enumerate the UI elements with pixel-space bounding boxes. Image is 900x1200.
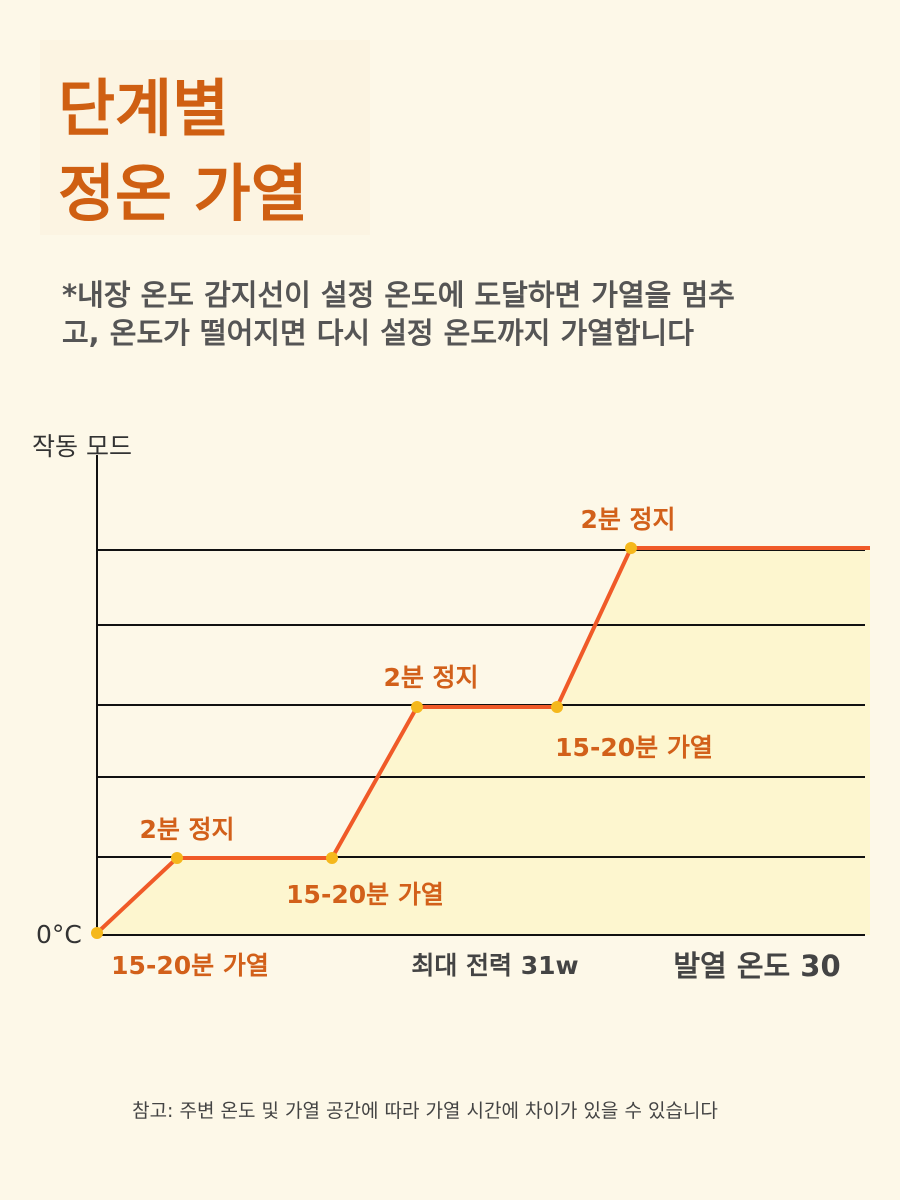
annotation: 15-20분 가열 [555, 733, 713, 762]
point [171, 852, 183, 864]
title-panel [40, 40, 370, 235]
annotation: 15-20분 가열 [111, 951, 269, 980]
area-fill [97, 548, 870, 935]
description-line: 고, 온도가 떨어지면 다시 설정 온도까지 가열합니다 [62, 316, 694, 350]
y-axis-label: 작동 모드 [32, 432, 132, 461]
note: 참고: 주변 온도 및 가열 공간에 따라 가열 시간에 차이가 있을 수 있습… [132, 1100, 718, 1122]
point [326, 852, 338, 864]
annotation: 2분 정지 [580, 505, 675, 534]
annotation: 15-20분 가열 [286, 880, 444, 909]
description-line: *내장 온도 감지선이 설정 온도에 도달하면 가열을 멈추 [62, 278, 735, 312]
origin-label: 0°C [36, 920, 82, 949]
title-line: 정온 가열 [58, 157, 308, 230]
point [625, 542, 637, 554]
annotation: 2분 정지 [383, 663, 478, 692]
point [91, 927, 103, 939]
points [91, 542, 637, 939]
spec: 발열 온도 30 [673, 949, 840, 983]
annotation: 2분 정지 [139, 815, 234, 844]
title-line: 단계별 [58, 72, 229, 145]
point [551, 701, 563, 713]
spec: 최대 전력 31w [411, 951, 578, 980]
point [411, 701, 423, 713]
